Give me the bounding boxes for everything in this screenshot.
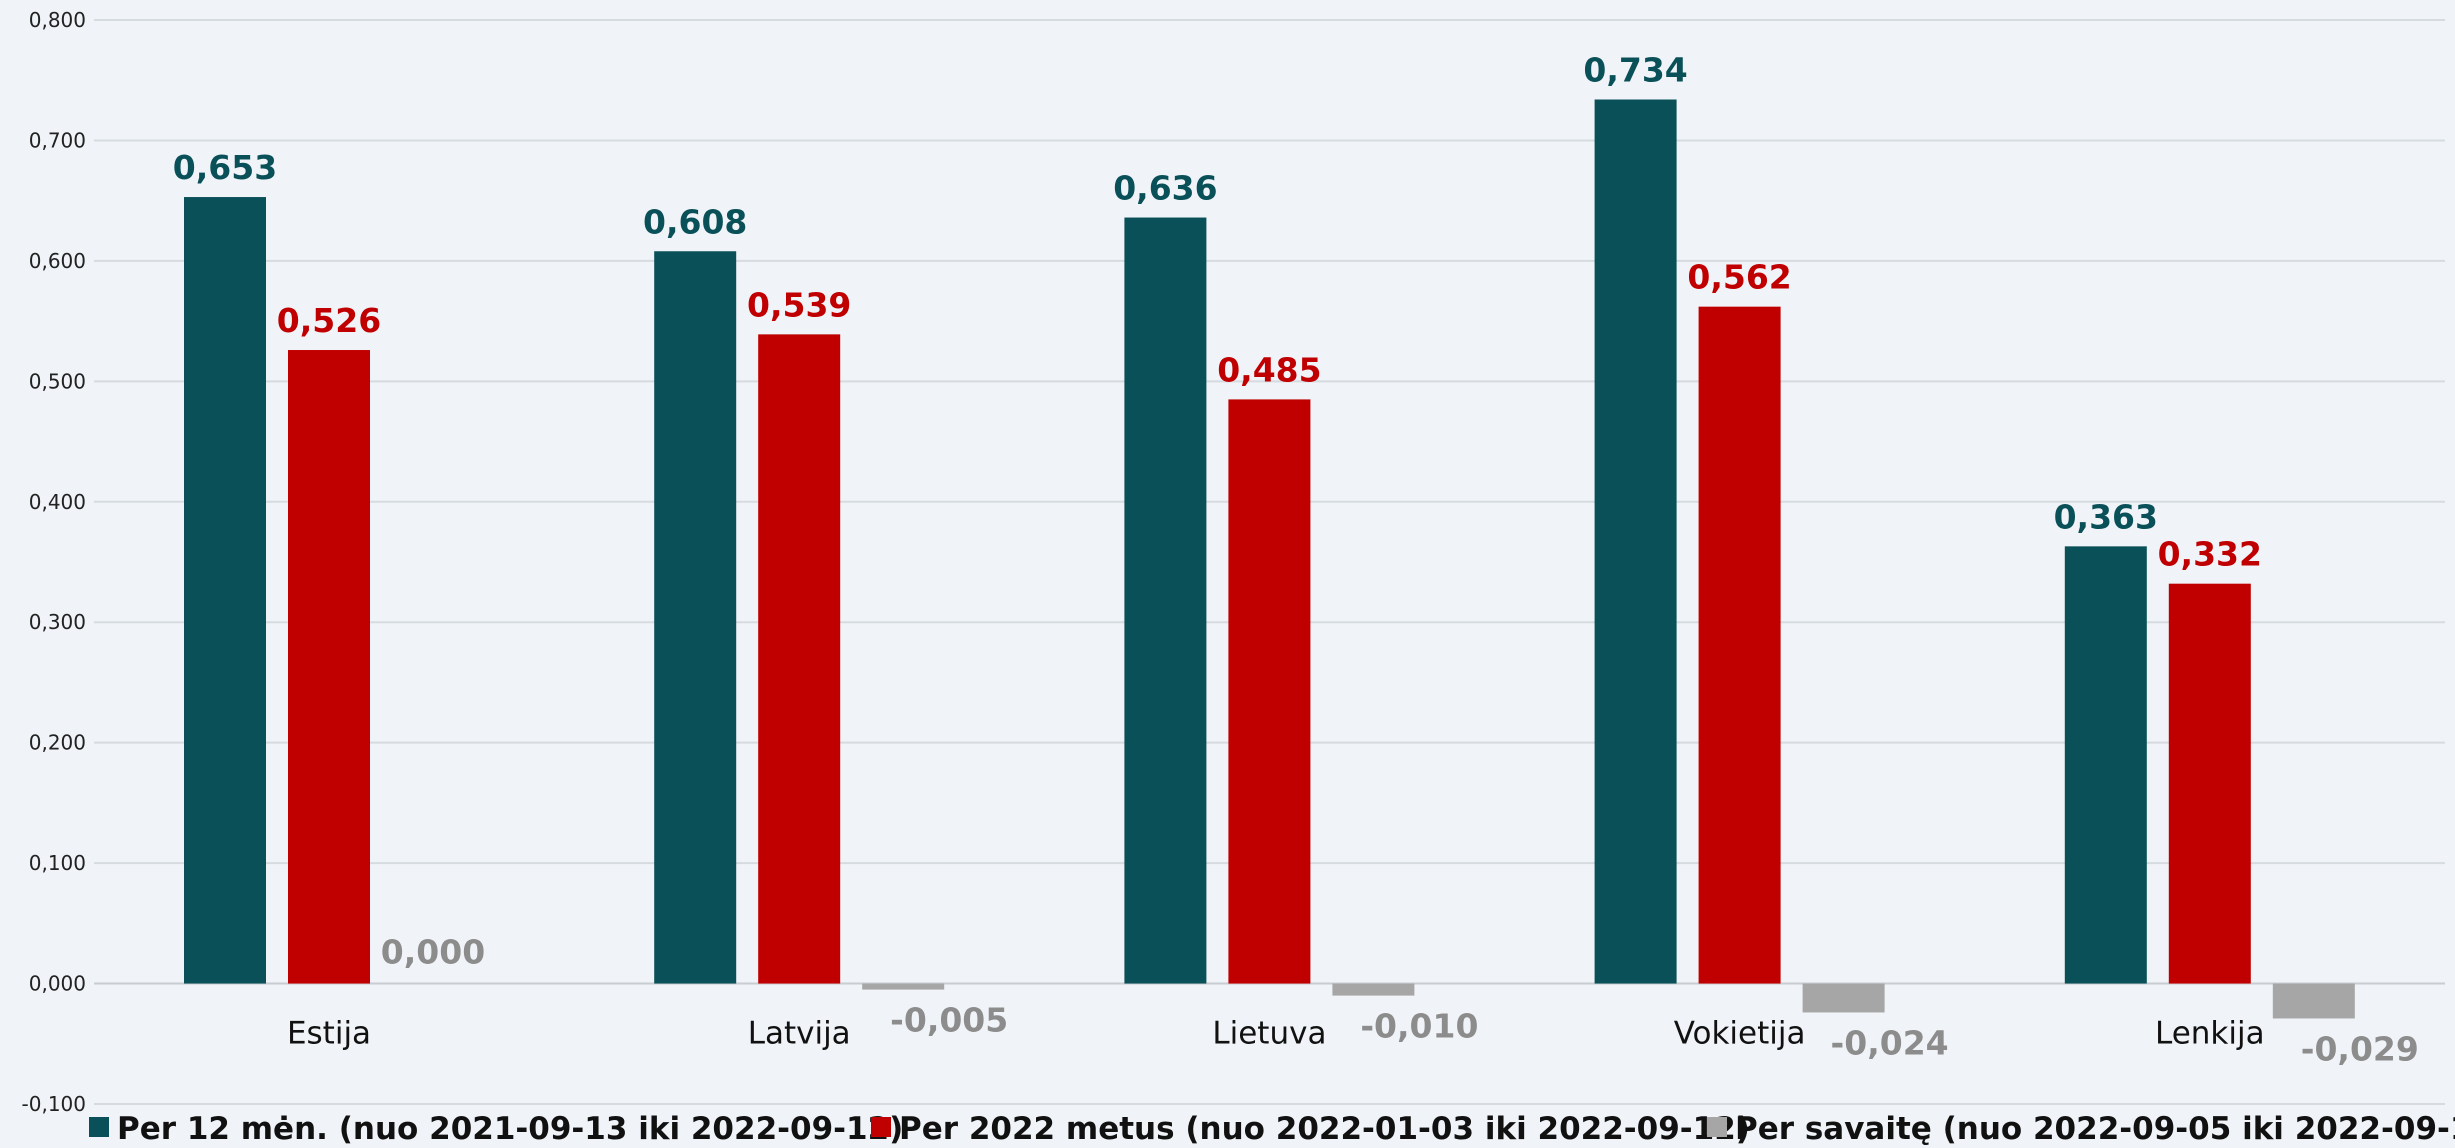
value-label: 0,608 [643,202,747,241]
value-label: 0,539 [747,285,851,324]
bar [1124,217,1207,984]
bar [1698,306,1781,984]
y-tick-label: 0,600 [29,249,86,273]
bar [2168,583,2251,984]
bar [2272,983,2355,1019]
value-label: -0,005 [890,1001,1008,1040]
value-label: 0,526 [277,301,381,340]
value-label: 0,734 [1583,50,1687,89]
y-tick-label: 0,000 [29,972,86,996]
bar [1228,399,1311,984]
x-tick-label: Latvija [748,1016,851,1052]
legend-label: Per savaitę (nuo 2022-09-05 iki 2022-09-… [1735,1111,2455,1147]
y-tick-label: 0,400 [29,490,86,514]
bar [184,197,266,984]
bar [2064,546,2147,984]
legend-label: Per 12 mėn. (nuo 2021-09-13 iki 2022-09-… [117,1111,903,1147]
legend-label: Per 2022 metus (nuo 2022-01-03 iki 2022-… [899,1111,1750,1147]
bar [758,334,841,984]
bar [1802,983,1885,1013]
value-label: -0,024 [1831,1023,1949,1062]
legend-swatch [871,1117,891,1137]
y-tick-label: -0,100 [22,1092,86,1116]
value-label: 0,653 [173,148,277,187]
y-tick-label: 0,200 [29,731,86,755]
value-label: 0,332 [2158,535,2262,574]
value-label: -0,029 [2301,1029,2419,1068]
value-label: 0,485 [1217,350,1321,389]
bar [1594,99,1677,984]
x-tick-label: Vokietija [1674,1016,1806,1052]
y-tick-label: 0,100 [29,851,86,875]
value-label: -0,010 [1360,1007,1478,1046]
bar [862,983,945,990]
x-tick-label: Lietuva [1212,1016,1326,1052]
y-tick-label: 0,800 [29,8,86,32]
bar [654,251,737,984]
bar [288,350,370,984]
value-label: 0,363 [2054,497,2158,536]
value-label: 0,562 [1687,258,1791,297]
y-tick-label: 0,700 [29,128,86,152]
bar [1332,983,1415,996]
y-tick-label: 0,500 [29,369,86,393]
x-tick-label: Estija [287,1016,371,1052]
value-label: 0,636 [1113,169,1217,208]
legend-swatch [89,1117,109,1137]
legend-swatch [1707,1117,1727,1137]
value-label: 0,000 [381,933,485,972]
x-tick-label: Lenkija [2155,1016,2265,1052]
y-tick-label: 0,300 [29,610,86,634]
